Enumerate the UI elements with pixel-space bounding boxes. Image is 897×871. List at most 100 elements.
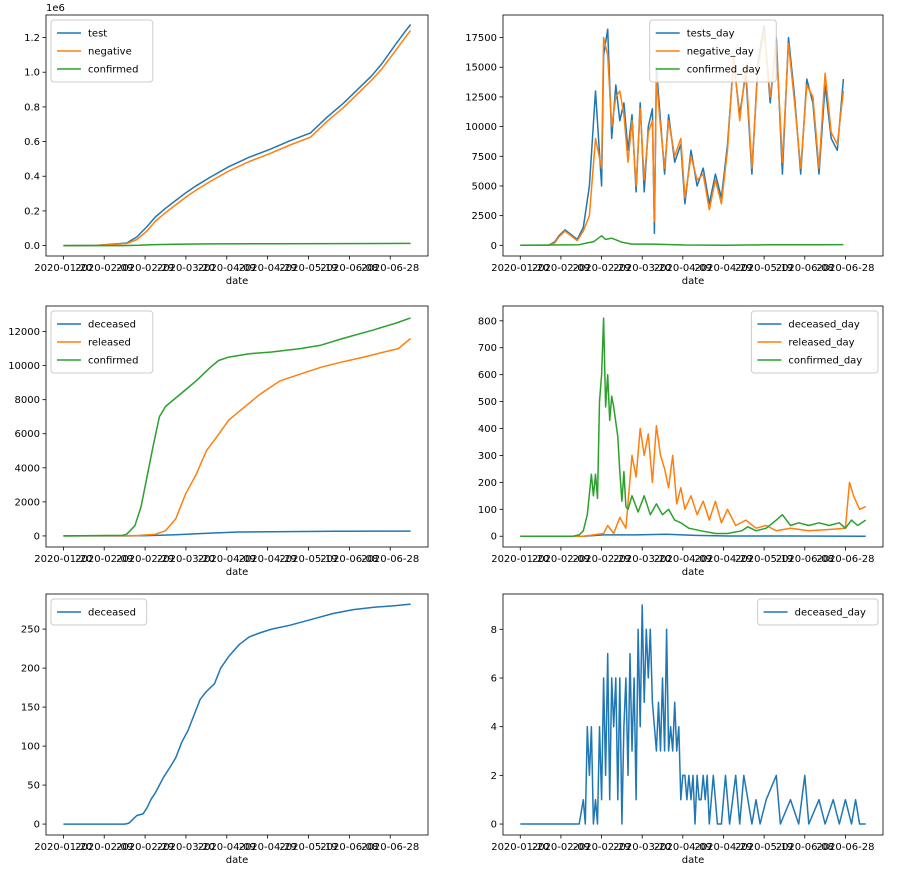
legend-label: deceased xyxy=(88,608,136,619)
series-line-negative xyxy=(63,30,412,247)
y-tick-label: 17500 xyxy=(465,33,497,44)
x-tick-label: 2020-06-08 xyxy=(776,263,834,274)
legend-box xyxy=(757,598,879,626)
legend-box xyxy=(750,310,879,374)
axes-frame xyxy=(45,593,429,836)
x-tick-label: 2020-01-20 xyxy=(34,842,92,853)
y-tick-label: 300 xyxy=(478,451,497,462)
y-tick-label: 200 xyxy=(478,478,497,489)
y-tick-label: 12500 xyxy=(465,92,497,103)
legend: tests_day negative_day confirmed_day xyxy=(649,19,777,83)
x-tick-label: 2020-06-28 xyxy=(816,554,874,565)
plot-area xyxy=(46,594,428,835)
x-tick-label: 2020-03-20 xyxy=(157,554,215,565)
x-axis-label: date xyxy=(226,276,249,287)
x-tick-label: 2020-05-19 xyxy=(735,554,793,565)
x-tick-label: 2020-04-29 xyxy=(694,263,752,274)
legend: test negative confirmed xyxy=(50,19,154,83)
axes-frame xyxy=(502,593,884,836)
x-tick-label: 2020-02-29 xyxy=(572,842,630,853)
legend-label: test xyxy=(88,29,107,40)
x-tick-label: 2020-02-09 xyxy=(75,554,133,565)
legend: deceased released confirmed xyxy=(50,310,154,374)
x-tick-label: 2020-02-29 xyxy=(572,263,630,274)
y-tick-label: 15000 xyxy=(465,63,497,74)
x-tick-label: 2020-05-19 xyxy=(735,842,793,853)
chart-panel-6: 024682020-01-202020-02-092020-02-292020-… xyxy=(491,593,884,866)
x-tick-label: 2020-02-09 xyxy=(532,554,590,565)
y-tick-label: 6 xyxy=(491,673,497,684)
axes-frame xyxy=(502,305,884,548)
series-line-confirmed xyxy=(63,317,411,537)
legend-label: released xyxy=(88,338,131,349)
y-tick-label: 0 xyxy=(491,532,497,543)
y-tick-label: 50 xyxy=(27,781,40,792)
legend-label: confirmed_day xyxy=(687,65,761,76)
y-tick-label: 4000 xyxy=(15,463,40,474)
y-tick-label: 2 xyxy=(491,771,497,782)
x-tick-label: 2020-06-08 xyxy=(776,554,834,565)
x-tick-label: 2020-03-20 xyxy=(613,842,671,853)
x-tick-label: 2020-04-29 xyxy=(694,554,752,565)
y-tick-label: 1.2 xyxy=(24,33,40,44)
x-axis-label: date xyxy=(682,276,705,287)
x-tick-label: 2020-02-09 xyxy=(532,263,590,274)
x-tick-label: 2020-05-19 xyxy=(279,842,337,853)
y-tick-label: 500 xyxy=(478,397,497,408)
x-tick-label: 2020-03-20 xyxy=(157,842,215,853)
y-offset-label: 1e6 xyxy=(46,3,65,14)
legend-label: negative_day xyxy=(687,47,754,58)
legend-label: released_day xyxy=(788,338,854,349)
axes-frame xyxy=(502,14,884,257)
chart-panel-5: 0501001502002502020-01-202020-02-092020-… xyxy=(21,593,429,866)
x-tick-label: 2020-06-28 xyxy=(816,842,874,853)
series-line-confirmed-day xyxy=(520,317,867,537)
y-tick-label: 10000 xyxy=(8,361,40,372)
series-line-released xyxy=(63,337,412,537)
y-tick-label: 0.6 xyxy=(24,137,40,148)
x-tick-label: 2020-04-09 xyxy=(654,554,712,565)
legend: deceased xyxy=(50,598,148,626)
x-tick-label: 2020-02-29 xyxy=(572,554,630,565)
y-tick-label: 2500 xyxy=(472,211,497,222)
y-tick-label: 400 xyxy=(478,424,497,435)
x-tick-label: 2020-02-29 xyxy=(116,554,174,565)
legend-label: deceased xyxy=(88,320,136,331)
x-tick-label: 2020-04-29 xyxy=(239,554,297,565)
series-line-deceased-day xyxy=(520,604,866,825)
y-tick-label: 1.0 xyxy=(24,68,40,79)
legend-label: deceased_day xyxy=(795,608,866,619)
x-tick-label: 2020-03-20 xyxy=(613,263,671,274)
x-tick-label: 2020-02-09 xyxy=(532,842,590,853)
y-tick-label: 0.2 xyxy=(24,206,40,217)
chart-panel-2: 0 2500 5000 7500 10000 12500 15000 17500 2020-01… xyxy=(465,14,884,287)
x-tick-label: 2020-06-28 xyxy=(816,263,874,274)
y-tick-label: 600 xyxy=(478,370,497,381)
legend: deceased_day xyxy=(757,598,879,626)
series-line-deceased xyxy=(63,603,411,825)
y-tick-label: 4 xyxy=(491,722,497,733)
x-tick-label: 2020-04-09 xyxy=(198,263,256,274)
legend-label: confirmed_day xyxy=(788,356,862,367)
y-tick-label: 10000 xyxy=(465,122,497,133)
y-tick-label: 8 xyxy=(491,625,497,636)
x-tick-label: 2020-04-09 xyxy=(654,263,712,274)
series-line-confirmed xyxy=(63,242,411,247)
legend-box xyxy=(50,598,148,626)
x-tick-label: 2020-02-29 xyxy=(116,842,174,853)
x-tick-label: 2020-06-08 xyxy=(320,842,378,853)
y-tick-label: 100 xyxy=(478,505,497,516)
x-tick-label: 2020-01-20 xyxy=(491,554,549,565)
x-tick-label: 2020-05-19 xyxy=(735,263,793,274)
y-tick-label: 0 xyxy=(34,820,40,831)
y-tick-label: 0.8 xyxy=(24,102,40,113)
legend-box xyxy=(50,19,154,83)
series-line-confirmed-day xyxy=(520,235,844,247)
x-tick-label: 2020-01-20 xyxy=(491,842,549,853)
x-tick-label: 2020-04-29 xyxy=(239,263,297,274)
y-tick-label: 100 xyxy=(21,742,40,753)
chart-panel-1: 0.00.20.40.60.81.01.21e62020-01-202020-0… xyxy=(24,3,429,287)
axes-frame xyxy=(45,14,429,257)
legend-label: confirmed xyxy=(88,65,138,76)
